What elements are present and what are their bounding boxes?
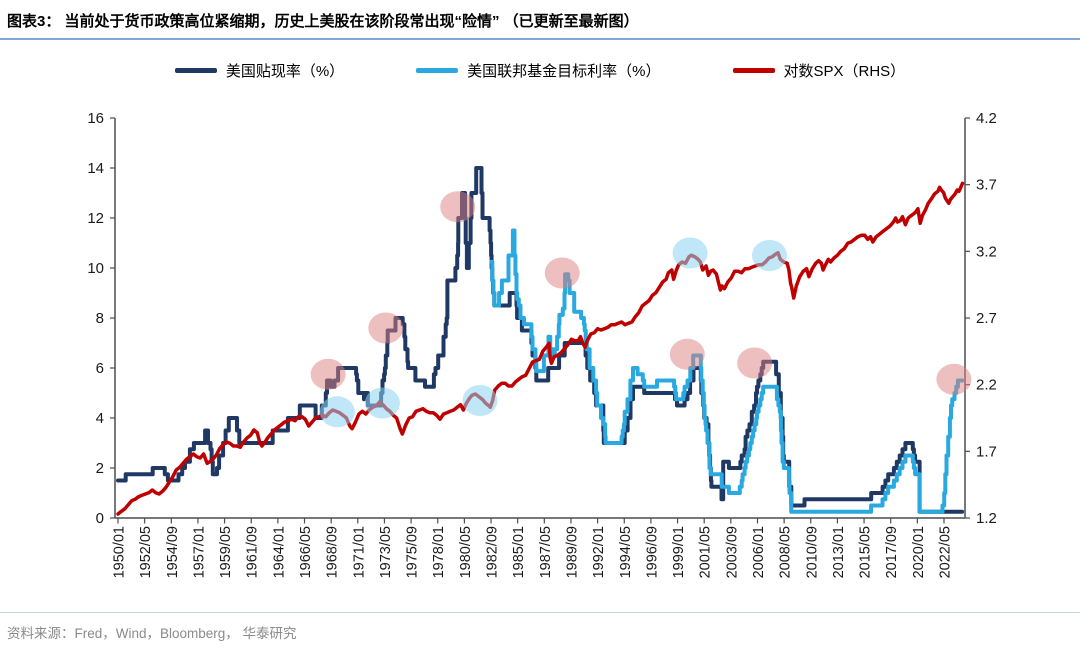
x-axis-label: 1966/05 [298,526,314,578]
x-axis-label: 2001/05 [698,526,714,578]
x-axis-label: 2003/09 [724,526,740,578]
x-axis-label: 1999/01 [671,526,687,578]
highlight-circle-pink [310,358,346,390]
x-axis-label: 1978/01 [431,526,447,578]
highlight-circle-pink [440,191,476,223]
legend-item-us-discount-rate: 美国贴现率（%） [174,60,345,81]
figure-title: 图表3： 当前处于货币政策高位紧缩期，历史上美股在该阶段常出现“险情” （已更新… [0,0,1080,40]
x-axis-label: 2008/05 [778,526,794,578]
highlight-circle-pink [669,338,705,370]
legend-swatch-fed-funds-target [416,67,459,73]
log-spx-line [116,181,965,516]
y-axis-label-right: 1.7 [976,443,997,460]
x-axis-label: 2022/05 [938,526,954,578]
axes [114,118,966,519]
x-axis-label: 1961/09 [245,526,261,578]
x-axis-label: 1982/09 [485,526,501,578]
x-axis-label: 1994/05 [618,526,634,578]
y-axis-label-left: 2 [96,460,104,477]
legend-label-log-spx: 对数SPX（RHS） [783,62,906,80]
x-axis-label: 1987/05 [538,526,554,578]
axis-ticks [110,117,970,524]
y-axis-label-left: 8 [96,310,104,327]
y-axis-label-left: 12 [87,210,104,227]
highlight-circle-blue [462,385,498,416]
footer-divider [0,612,1080,613]
legend-item-log-spx: 对数SPX（RHS） [732,60,906,81]
x-axis-label: 1971/01 [351,526,367,578]
y-axis-label-left: 14 [87,160,104,177]
highlight-circle-blue [752,240,787,271]
legend-swatch-discount-rate [174,67,217,73]
y-axis-label-left: 10 [87,260,104,277]
x-axis-label: 1985/01 [511,526,527,578]
legend-swatch-log-spx [732,67,775,73]
legend-label-discount-rate: 美国贴现率（%） [225,62,345,80]
axis-labels: 0 2 4 6 8 10 12 14 16 1.2 1.7 2.2 2.7 3.2 3.7 4.2 1950/0… [87,110,997,578]
y-axis-label-left: 0 [96,510,104,527]
x-axis-label: 1950/01 [112,526,128,578]
y-axis-label-right: 4.2 [976,110,997,127]
x-axis-label: 1996/09 [644,526,660,578]
x-axis-label: 2020/01 [911,526,927,578]
highlight-circle-pink [368,312,404,344]
chart-legend: 美国贴现率（%） 美国联邦基金目标利率（%） 对数SPX（RHS） [0,58,1080,82]
highlight-circle-blue [672,237,708,269]
x-axis-label: 1954/09 [165,526,181,578]
highlight-circle-pink [737,347,773,379]
y-axis-label-left: 16 [87,110,104,127]
highlight-circle-pink [544,257,580,289]
x-axis-label: 1980/05 [458,526,474,578]
highlight-circle-blue [319,396,355,428]
x-axis-label: 1968/09 [325,526,341,578]
x-axis-label: 2006/01 [751,526,767,578]
y-axis-label-left: 4 [96,410,104,427]
x-axis-label: 1964/01 [271,526,287,578]
x-axis-label: 1952/05 [138,526,154,578]
y-axis-label-right: 3.7 [976,177,997,194]
x-axis-label: 1973/05 [378,526,394,578]
x-axis-label: 2010/09 [804,526,820,578]
x-axis-label: 1992/01 [591,526,607,578]
highlight-circle-blue [364,387,400,419]
x-axis-label: 1959/05 [218,526,234,578]
legend-item-fed-funds-target: 美国联邦基金目标利率（%） [416,60,661,81]
y-axis-label-right: 3.2 [976,243,997,260]
y-axis-label-right: 2.2 [976,377,997,394]
x-axis-label: 2013/01 [831,526,847,578]
x-axis-label: 2015/05 [858,526,874,578]
x-axis-label: 2017/09 [884,526,900,578]
y-axis-label-right: 2.7 [976,310,997,327]
discount-rate-line [116,166,965,514]
x-axis-label: 1975/09 [405,526,421,578]
x-axis-label: 1957/01 [191,526,207,578]
y-axis-label-left: 6 [96,360,104,377]
x-axis-label: 1989/09 [564,526,580,578]
source-note: 资料来源：Fred，Wind，Bloomberg， 华泰研究 [7,626,297,641]
highlight-circle-pink [936,363,972,395]
y-axis-label-right: 1.2 [976,510,997,527]
legend-label-fed-funds-target: 美国联邦基金目标利率（%） [467,62,661,80]
highlight-circles [310,191,972,428]
